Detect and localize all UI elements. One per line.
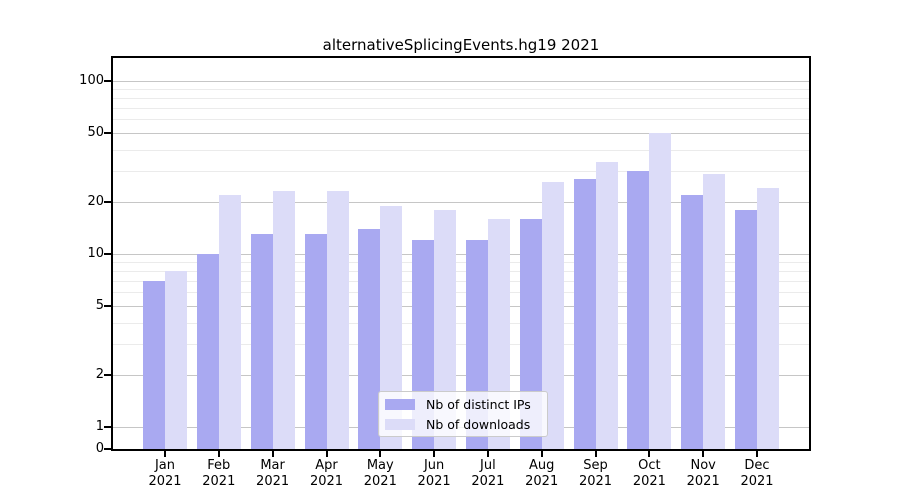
gridline-90 bbox=[113, 88, 809, 90]
ytick-label-50: 50 bbox=[87, 124, 104, 140]
gridline-6 bbox=[113, 292, 809, 294]
bar-apr-2021-downloads bbox=[326, 191, 349, 449]
gridline-3 bbox=[113, 344, 809, 346]
legend-label-downloads: Nb of downloads bbox=[426, 416, 531, 432]
gridline-7 bbox=[113, 280, 809, 282]
xtick-mark-mar-2021 bbox=[271, 451, 274, 457]
bar-oct-2021-ips bbox=[627, 171, 650, 449]
xtick-mark-feb-2021 bbox=[217, 451, 220, 457]
gridline-8 bbox=[113, 270, 809, 272]
gridline-9 bbox=[113, 261, 809, 263]
ytick-label-1: 1 bbox=[95, 418, 104, 434]
ytick-label-5: 5 bbox=[95, 297, 104, 313]
ytick-mark-5 bbox=[104, 304, 111, 307]
bar-nov-2021-ips bbox=[681, 194, 704, 449]
gridline-5 bbox=[113, 305, 809, 307]
xtick-label-apr-2021: Apr 2021 bbox=[309, 458, 344, 489]
xtick-mark-jul-2021 bbox=[486, 451, 489, 457]
gridline-60 bbox=[113, 119, 809, 121]
xtick-label-aug-2021: Aug 2021 bbox=[525, 458, 559, 489]
xtick-label-mar-2021: Mar 2021 bbox=[256, 458, 290, 489]
ytick-mark-100 bbox=[104, 79, 111, 82]
bar-apr-2021-ips bbox=[304, 234, 327, 449]
xtick-label-jan-2021: Jan 2021 bbox=[148, 458, 182, 489]
gridline-80 bbox=[113, 97, 809, 99]
ytick-label-20: 20 bbox=[87, 193, 104, 209]
ytick-mark-1 bbox=[104, 425, 111, 428]
gridline-20 bbox=[113, 201, 809, 203]
ytick-mark-2 bbox=[104, 373, 111, 376]
ytick-label-10: 10 bbox=[87, 245, 104, 261]
xtick-mark-nov-2021 bbox=[702, 451, 705, 457]
legend-row-downloads: Nb of downloads bbox=[385, 417, 540, 432]
legend: Nb of distinct IPs Nb of downloads bbox=[378, 391, 548, 437]
bar-sep-2021-ips bbox=[573, 179, 596, 449]
xtick-mark-aug-2021 bbox=[540, 451, 543, 457]
plot-area bbox=[111, 56, 811, 451]
xtick-label-sep-2021: Sep 2021 bbox=[578, 458, 613, 489]
xtick-label-jul-2021: Jul 2021 bbox=[471, 458, 505, 489]
xtick-mark-jan-2021 bbox=[164, 451, 166, 457]
ytick-mark-0 bbox=[104, 448, 111, 450]
gridline-50 bbox=[113, 132, 809, 134]
bar-jan-2021-ips bbox=[143, 280, 165, 449]
xtick-mark-sep-2021 bbox=[594, 451, 597, 457]
xtick-label-feb-2021: Feb 2021 bbox=[202, 458, 236, 489]
ytick-label-0: 0 bbox=[95, 441, 104, 456]
xtick-label-jun-2021: Jun 2021 bbox=[417, 458, 451, 489]
legend-row-ips: Nb of distinct IPs bbox=[385, 397, 540, 412]
xtick-label-nov-2021: Nov 2021 bbox=[686, 458, 720, 489]
legend-swatch-ips bbox=[385, 398, 415, 410]
bar-nov-2021-downloads bbox=[703, 173, 726, 449]
bar-feb-2021-ips bbox=[196, 253, 219, 449]
ytick-mark-50 bbox=[104, 131, 111, 134]
gridline-4 bbox=[113, 322, 809, 324]
gridline-30 bbox=[113, 171, 809, 173]
xtick-mark-apr-2021 bbox=[325, 451, 328, 457]
chart-title: alternativeSplicingEvents.hg19 2021 bbox=[322, 36, 600, 54]
legend-label-ips: Nb of distinct IPs bbox=[426, 396, 531, 412]
bar-jun-2021-downloads bbox=[434, 209, 457, 449]
bar-mar-2021-ips bbox=[250, 234, 273, 449]
ytick-label-100: 100 bbox=[79, 72, 104, 88]
xtick-mark-oct-2021 bbox=[648, 451, 651, 457]
xtick-label-dec-2021: Dec 2021 bbox=[740, 458, 774, 489]
ytick-label-2: 2 bbox=[95, 366, 104, 382]
bar-jan-2021-downloads bbox=[165, 270, 187, 449]
ytick-mark-10 bbox=[104, 252, 111, 255]
xtick-label-oct-2021: Oct 2021 bbox=[632, 458, 666, 489]
bar-oct-2021-downloads bbox=[649, 132, 672, 449]
xtick-label-may-2021: May 2021 bbox=[363, 458, 397, 489]
gridline-10 bbox=[113, 253, 809, 255]
xtick-mark-dec-2021 bbox=[756, 451, 758, 457]
bar-mar-2021-downloads bbox=[272, 191, 295, 449]
bar-dec-2021-ips bbox=[735, 209, 757, 449]
xtick-mark-jun-2021 bbox=[433, 451, 436, 457]
gridline-40 bbox=[113, 149, 809, 151]
bar-may-2021-ips bbox=[358, 228, 381, 449]
gridline-70 bbox=[113, 107, 809, 109]
bar-sep-2021-downloads bbox=[595, 161, 618, 449]
legend-swatch-downloads bbox=[385, 418, 415, 430]
bar-may-2021-downloads bbox=[380, 205, 403, 449]
gridline-100 bbox=[113, 80, 809, 82]
ytick-mark-20 bbox=[104, 200, 111, 203]
gridline-2 bbox=[113, 374, 809, 376]
bar-feb-2021-downloads bbox=[218, 194, 241, 449]
bar-dec-2021-downloads bbox=[757, 188, 779, 449]
bar-aug-2021-downloads bbox=[541, 182, 564, 449]
xtick-mark-may-2021 bbox=[379, 451, 382, 457]
